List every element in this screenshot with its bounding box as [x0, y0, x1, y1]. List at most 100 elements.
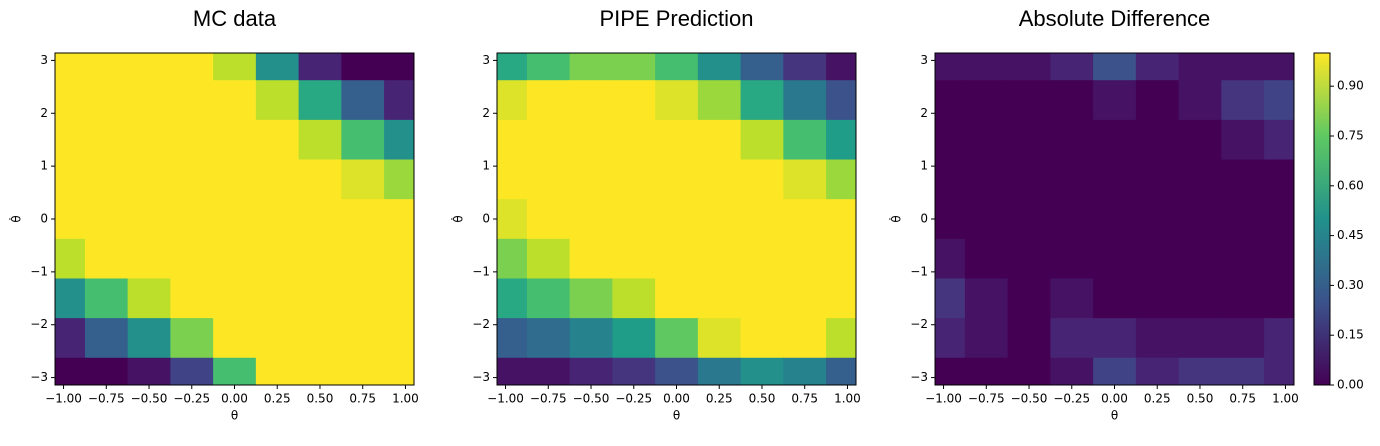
contour-cell [964, 80, 1009, 121]
contour-cell [255, 159, 300, 200]
contour-cell [569, 80, 613, 121]
contour-cell [55, 53, 86, 81]
contour-cell [783, 119, 827, 161]
contour-cell [1264, 318, 1295, 359]
contour-cell [298, 80, 342, 121]
contour-cell [935, 199, 966, 240]
contour-cell [213, 159, 257, 200]
x-tick-label: 1.00 [834, 392, 861, 406]
contour-cell [1050, 119, 1094, 161]
contour-cell [935, 318, 966, 359]
contour-cell [213, 278, 257, 319]
contour-cell [1135, 357, 1180, 386]
contour-cell [84, 357, 129, 386]
contour-cell [964, 159, 1009, 200]
contour-cell [213, 318, 257, 359]
x-tick-label: −0.25 [615, 392, 652, 406]
x-axis-label: θ [1111, 409, 1118, 423]
contour-cell [1178, 119, 1222, 161]
contour-cell [740, 238, 784, 279]
contour-cell [783, 80, 827, 121]
contour-cell [341, 318, 385, 359]
contour-cell [55, 199, 86, 240]
contour-cell [1007, 357, 1051, 386]
y-axis-label: θ̇ [450, 215, 465, 222]
x-tick-label: 0.00 [221, 392, 248, 406]
contour-cell [213, 53, 257, 81]
contour-cell [826, 238, 857, 279]
contour-cell [655, 199, 699, 240]
contour-cell [1221, 80, 1265, 121]
contour-cell [1178, 80, 1222, 121]
contour-cell [84, 159, 129, 200]
contour-cell [1093, 199, 1137, 240]
contour-cell [1050, 357, 1094, 386]
x-tick-label: 0.00 [663, 392, 690, 406]
contour-cell [569, 357, 613, 386]
contour-cell [1007, 278, 1051, 319]
x-tick-label: 0.25 [264, 392, 291, 406]
contour-cell [964, 278, 1009, 319]
contour-cell [935, 53, 966, 81]
contour-cell [526, 159, 571, 200]
contour-cell [569, 53, 613, 81]
contour-cell [826, 278, 857, 319]
contour-cell [298, 159, 342, 200]
contour-cell [55, 318, 86, 359]
x-tick-label: 1.00 [392, 392, 419, 406]
contour-cell [740, 199, 784, 240]
contour-cell [783, 53, 827, 81]
contour-cell [384, 318, 415, 359]
colorbar-tick-label: 0.30 [1337, 278, 1364, 292]
x-tick-label: 0.25 [1144, 392, 1171, 406]
contour-cell [1221, 119, 1265, 161]
contour-cell [697, 159, 742, 200]
contour-cell [84, 53, 129, 81]
x-tick-label: 0.50 [749, 392, 776, 406]
contour-cell [569, 119, 613, 161]
contour-cell [612, 80, 656, 121]
contour-cell [826, 357, 857, 386]
contour-cell [497, 278, 528, 319]
y-tick-label: 1 [482, 159, 490, 173]
x-tick-label: −0.50 [573, 392, 610, 406]
contour-cell [298, 119, 342, 161]
contour-cell [697, 199, 742, 240]
contour-cell [213, 238, 257, 279]
contour-cell [1221, 357, 1265, 386]
y-tick-label: −1 [30, 264, 48, 278]
x-tick-label: −0.75 [88, 392, 125, 406]
contour-cell [497, 238, 528, 279]
contour-cell [655, 357, 699, 386]
contour-cell [697, 80, 742, 121]
contour-cell [384, 199, 415, 240]
contour-cell [1221, 159, 1265, 200]
y-tick-label: 1 [920, 159, 928, 173]
contour-cell [1264, 80, 1295, 121]
contour-cell [783, 238, 827, 279]
y-tick-label: 3 [920, 53, 928, 67]
contour-cell [1050, 80, 1094, 121]
contour-cell [127, 53, 171, 81]
contour-cell [1135, 318, 1180, 359]
contour-cell [298, 278, 342, 319]
colorbar-tick-label: 0.00 [1337, 378, 1364, 392]
contour-cell [497, 159, 528, 200]
contour-cell [1135, 119, 1180, 161]
contour-cell [84, 238, 129, 279]
y-tick-label: −2 [472, 317, 490, 331]
contour-cell [569, 238, 613, 279]
contour-cell [526, 318, 571, 359]
contour-cell [1007, 318, 1051, 359]
contour-cell [1050, 159, 1094, 200]
contour-cell [55, 278, 86, 319]
contour-cell [1178, 159, 1222, 200]
contour-cell [127, 199, 171, 240]
contour-cell [569, 318, 613, 359]
contour-cell [697, 119, 742, 161]
contour-cell [170, 159, 214, 200]
contour-cell [255, 278, 300, 319]
contour-cell [935, 278, 966, 319]
contour-cell [170, 80, 214, 121]
x-tick-label: −0.75 [968, 392, 1005, 406]
